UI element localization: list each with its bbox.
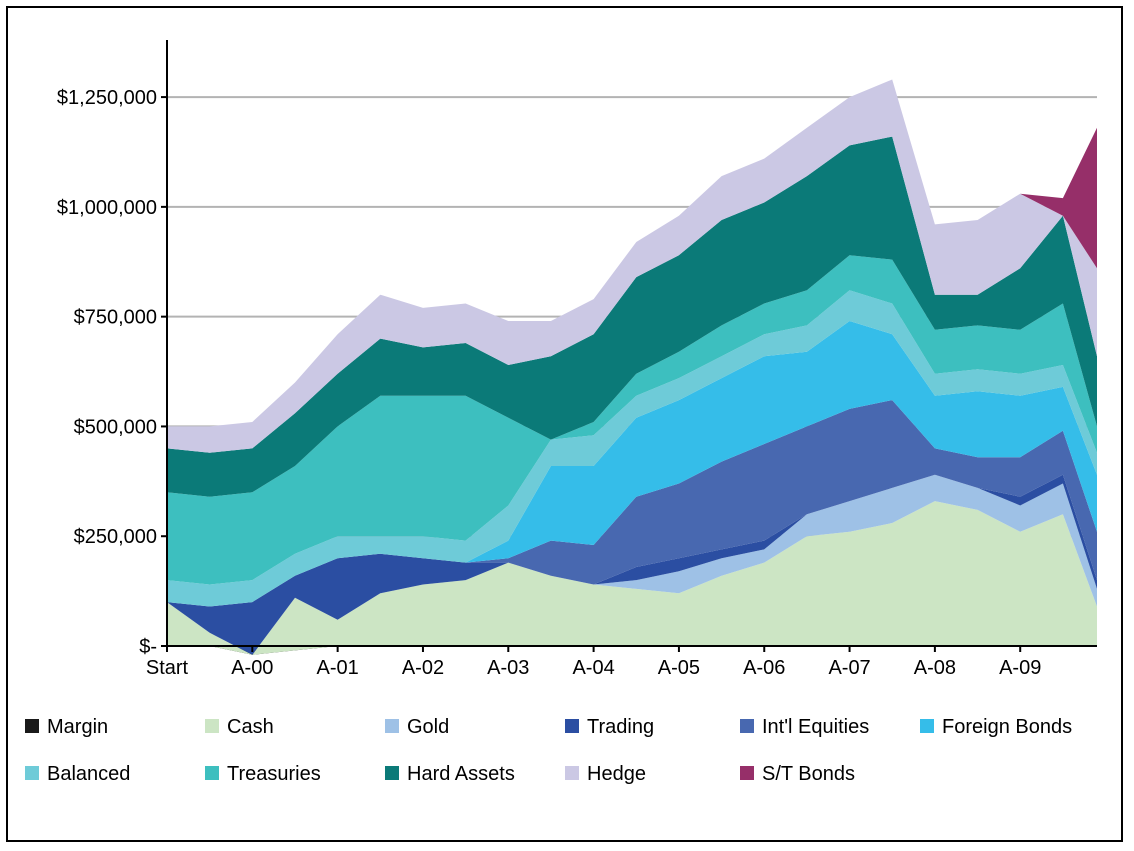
legend-label: Trading — [587, 716, 654, 738]
legend-swatch — [920, 719, 934, 733]
legend-swatch — [740, 766, 754, 780]
legend-label: S/T Bonds — [762, 763, 855, 785]
series-area-hedge — [167, 79, 1097, 453]
legend-swatch — [205, 766, 219, 780]
legend-item: S/T Bonds — [740, 763, 855, 785]
legend-item: Hedge — [565, 763, 646, 785]
legend-label: Hard Assets — [407, 763, 515, 785]
x-tick-label: Start — [146, 657, 189, 679]
legend-swatch — [565, 766, 579, 780]
legend-item: Int'l Equities — [740, 716, 869, 738]
legend-swatch — [385, 719, 399, 733]
series-area-foreign-bonds — [167, 321, 1097, 607]
y-tick-label: $- — [139, 636, 157, 658]
legend-item: Balanced — [25, 763, 130, 785]
legend-item: Trading — [565, 716, 654, 738]
series-areas — [167, 79, 1097, 655]
legend-item: Cash — [205, 716, 274, 738]
legend-swatch — [205, 719, 219, 733]
x-tick-label: A-07 — [828, 657, 870, 679]
legend-item: Margin — [25, 716, 108, 738]
axes — [166, 40, 1097, 647]
legend: Margin Cash Gold Trading Int'l Equities Forei… — [25, 716, 1072, 785]
x-tick-label: A-03 — [487, 657, 529, 679]
legend-swatch — [740, 719, 754, 733]
series-area-trading — [167, 474, 1097, 655]
legend-item: Foreign Bonds — [920, 716, 1072, 738]
y-tick-label: $750,000 — [74, 307, 157, 329]
x-axis-ticks: Start A-00 A-01 A-02 A-03 A-04 A-05 A-06 A-07 A-0… — [146, 646, 1041, 679]
legend-swatch — [25, 719, 39, 733]
series-area-gold — [167, 474, 1097, 655]
y-tick-label: $250,000 — [74, 526, 157, 548]
series-area-cash — [167, 501, 1097, 655]
series-area-treasuries — [167, 255, 1097, 585]
x-tick-label: A-04 — [572, 657, 614, 679]
y-tick-label: $1,250,000 — [57, 87, 157, 109]
x-tick-label: A-00 — [231, 657, 273, 679]
x-tick-label: A-09 — [999, 657, 1041, 679]
legend-swatch — [565, 719, 579, 733]
series-area-hard-assets — [167, 136, 1097, 497]
legend-label: Hedge — [587, 763, 646, 785]
y-tick-label: $500,000 — [74, 416, 157, 438]
legend-label: Int'l Equities — [762, 716, 869, 738]
legend-label: Margin — [47, 716, 108, 738]
legend-item: Treasuries — [205, 763, 321, 785]
x-tick-label: A-08 — [914, 657, 956, 679]
y-tick-label: $1,000,000 — [57, 197, 157, 219]
legend-label: Balanced — [47, 763, 130, 785]
x-tick-label: A-05 — [658, 657, 700, 679]
x-tick-label: A-02 — [402, 657, 444, 679]
legend-item: Hard Assets — [385, 763, 515, 785]
legend-label: Gold — [407, 716, 449, 738]
legend-label: Treasuries — [227, 763, 321, 785]
y-axis-ticks: $- $250,000 $500,000 $750,000 $1,000,000 $1,2… — [57, 87, 167, 658]
series-area-int-l-equities — [167, 400, 1097, 607]
x-tick-label: A-01 — [317, 657, 359, 679]
legend-label: Foreign Bonds — [942, 716, 1072, 738]
legend-label: Cash — [227, 716, 274, 738]
x-tick-label: A-06 — [743, 657, 785, 679]
legend-item: Gold — [385, 716, 449, 738]
legend-swatch — [25, 766, 39, 780]
legend-swatch — [385, 766, 399, 780]
